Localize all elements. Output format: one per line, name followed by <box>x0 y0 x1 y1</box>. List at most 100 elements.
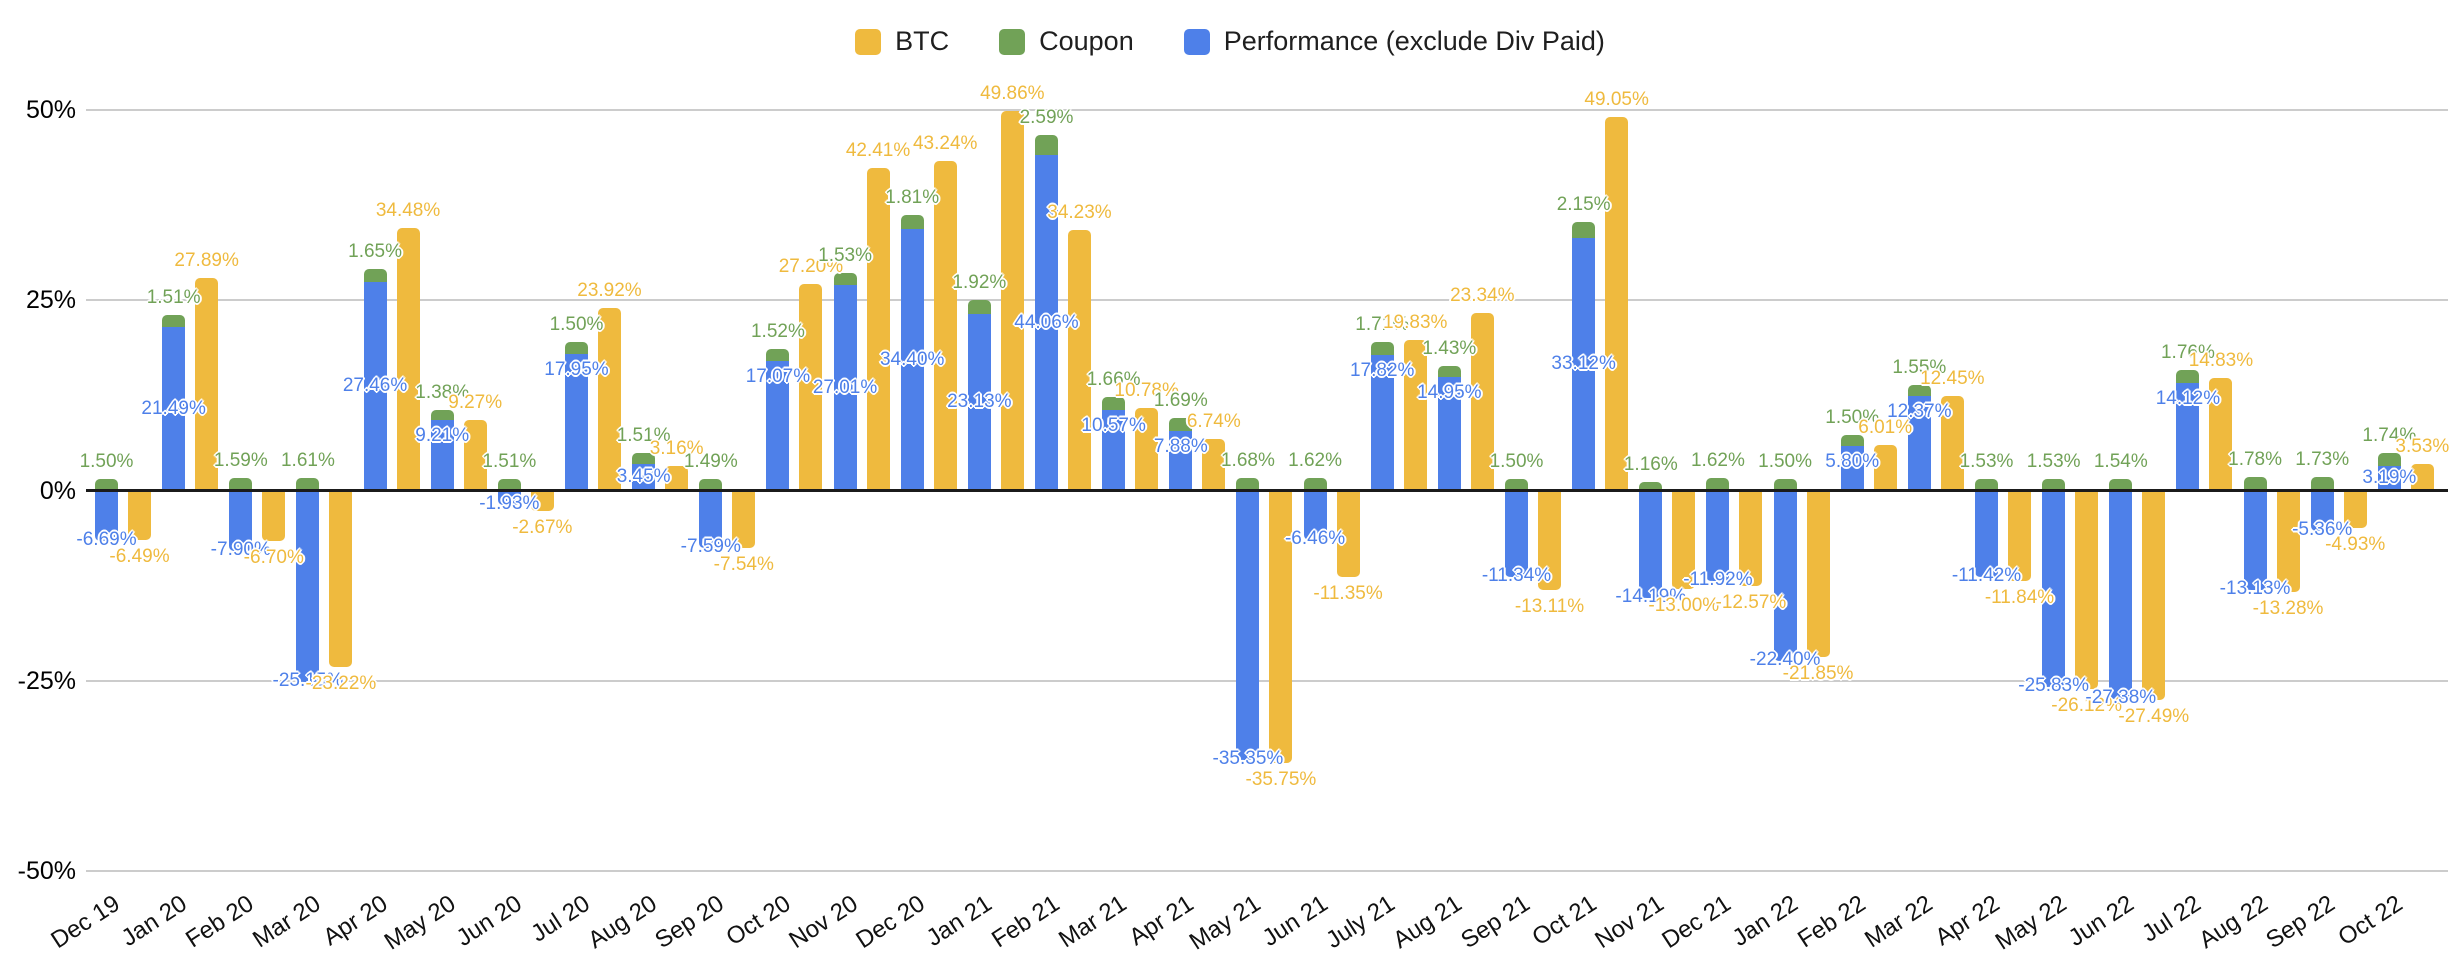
value-label-coupon: 1.78% <box>2228 448 2282 470</box>
bar-coupon <box>1975 478 1998 491</box>
bar-performance <box>2109 490 2133 699</box>
bar-coupon <box>900 214 924 229</box>
bar-btc <box>1605 117 1629 491</box>
value-label-coupon: 1.50% <box>1758 451 1812 473</box>
y-axis-tick-label: -25% <box>17 666 76 695</box>
bar-coupon <box>565 342 588 354</box>
value-label-btc: 49.05% <box>1584 89 1649 111</box>
x-axis-label: Jun 20 <box>452 890 528 952</box>
legend-item-performance: Performance (exclude Div Paid) <box>1183 26 1605 57</box>
value-label-coupon: 1.53% <box>1959 450 2014 472</box>
bar-coupon <box>1437 365 1461 377</box>
bar-coupon <box>2176 369 2200 384</box>
bar-btc <box>1739 490 1763 587</box>
x-axis-label: Aug 22 <box>2194 890 2273 955</box>
bar-performance <box>497 490 521 506</box>
value-label-performance: -5.36% <box>2292 519 2353 541</box>
bar-btc <box>1336 490 1360 577</box>
value-label-performance: 21.49% <box>141 397 206 419</box>
value-label-btc: 9.27% <box>448 391 503 413</box>
value-label-performance: -27.38% <box>2085 686 2157 708</box>
bar-coupon <box>1169 417 1193 431</box>
bar-btc <box>2075 490 2099 690</box>
bar-performance <box>565 353 588 491</box>
x-axis-label: Jul 20 <box>525 890 595 948</box>
value-label-coupon: 1.51% <box>146 287 201 309</box>
bar-btc <box>1068 230 1091 491</box>
x-axis-label: Sep 22 <box>2261 890 2341 955</box>
legend-label-coupon: Coupon <box>1039 26 1134 56</box>
bar-performance <box>1773 490 1797 661</box>
x-axis-label: Apr 20 <box>318 890 393 952</box>
x-axis-label: Jan 20 <box>116 890 192 952</box>
bar-performance <box>699 490 723 549</box>
value-label-coupon: 1.16% <box>1623 453 1678 475</box>
value-label-coupon: 1.51% <box>616 424 671 446</box>
bar-coupon <box>1840 434 1864 447</box>
bar-performance <box>632 464 656 491</box>
x-axis-label: Oct 20 <box>721 890 796 952</box>
bar-performance <box>162 326 186 491</box>
bar-btc <box>1940 395 1964 491</box>
bar-btc <box>195 278 219 491</box>
bar-btc <box>2142 490 2166 700</box>
value-label-coupon: 1.38% <box>415 381 470 403</box>
value-label-coupon: 1.50% <box>1489 451 1544 473</box>
value-label-btc: -2.67% <box>512 516 573 538</box>
bar-coupon <box>296 478 320 491</box>
bar-btc <box>1403 339 1427 491</box>
value-label-coupon: 1.52% <box>750 321 805 343</box>
x-axis-label: Apr 22 <box>1930 890 2005 952</box>
y-axis-tick-label: 25% <box>25 286 76 315</box>
coupon-swatch-icon <box>999 28 1026 55</box>
bar-btc <box>1000 111 1024 491</box>
legend-item-coupon: Coupon <box>999 26 1134 57</box>
y-gridline <box>86 109 2448 111</box>
bar-performance <box>2176 383 2200 491</box>
value-label-performance: 3.45% <box>616 466 671 488</box>
value-label-coupon: 1.61% <box>280 450 335 472</box>
bar-coupon <box>2243 476 2267 491</box>
value-label-performance: 3.19% <box>2362 467 2417 489</box>
bar-coupon <box>1236 477 1260 491</box>
x-axis-label: Sep 21 <box>1455 890 1535 955</box>
bar-btc <box>1470 312 1494 491</box>
zero-axis-line <box>86 489 2448 492</box>
value-label-btc: 27.89% <box>174 250 239 272</box>
x-axis-label: July 21 <box>1321 890 1401 955</box>
x-axis-label: Aug 21 <box>1388 890 1468 955</box>
x-axis-label: Oct 22 <box>2333 890 2408 952</box>
value-label-btc: 23.92% <box>577 280 642 302</box>
bar-performance <box>766 360 790 491</box>
value-label-btc: 14.83% <box>2188 349 2254 371</box>
value-label-performance: 44.06% <box>1014 311 1079 333</box>
y-gridline <box>86 679 2448 682</box>
value-label-btc: -7.54% <box>713 553 774 575</box>
x-axis-label: Nov 21 <box>1590 890 1669 955</box>
value-label-performance: 27.01% <box>812 376 878 398</box>
bar-coupon <box>699 479 723 491</box>
value-label-performance: 34.40% <box>879 348 945 370</box>
bar-btc <box>799 283 823 491</box>
bar-coupon <box>229 478 253 491</box>
value-label-coupon: 1.49% <box>683 451 738 473</box>
value-label-coupon: 1.62% <box>1690 450 1745 472</box>
bar-performance <box>1840 446 1864 491</box>
value-label-btc: -13.11% <box>1514 596 1585 618</box>
bar-performance <box>1572 238 1596 491</box>
bar-btc <box>262 490 286 542</box>
bar-performance <box>1102 410 1126 491</box>
y-axis-tick-label: 50% <box>25 96 76 124</box>
bar-btc <box>1135 408 1159 491</box>
bar-performance <box>430 420 454 491</box>
bar-btc <box>1202 439 1226 491</box>
x-axis-label: Dec 20 <box>851 890 931 955</box>
value-label-coupon: 1.76% <box>2160 341 2215 363</box>
value-label-btc: -6.49% <box>109 545 170 567</box>
x-axis-label: Dec 19 <box>45 890 125 955</box>
value-label-btc: 23.34% <box>1450 284 1515 306</box>
bar-coupon <box>1773 479 1797 491</box>
value-label-performance: -11.42% <box>1951 565 2022 587</box>
value-label-btc: 19.83% <box>1382 311 1448 333</box>
chart-legend: BTC Coupon Performance (exclude Div Paid… <box>0 26 2460 57</box>
